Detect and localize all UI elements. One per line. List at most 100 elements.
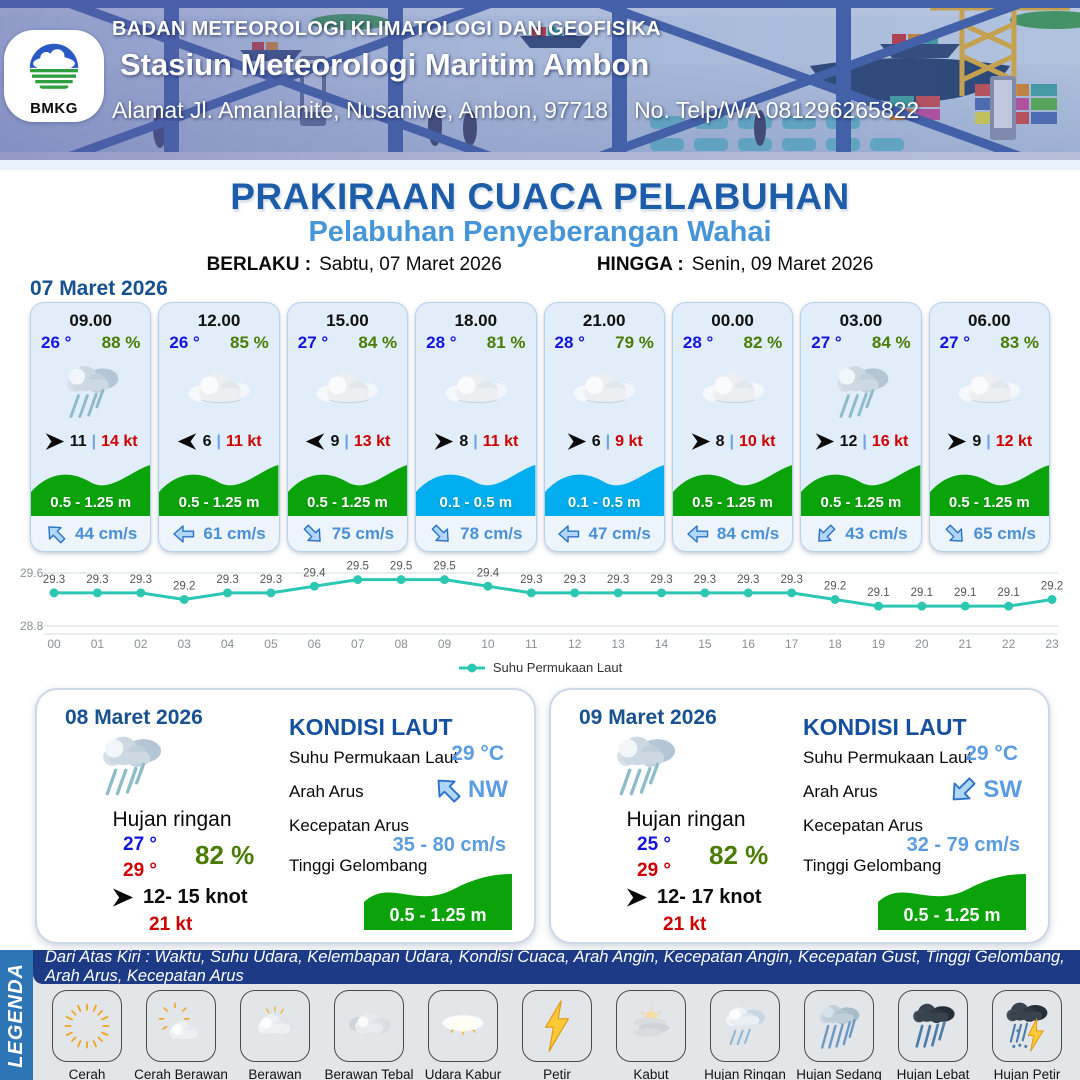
svg-text:29.1: 29.1 [911,587,933,599]
chart-legend-marker [458,663,485,672]
current-row: 65 cm/s [929,516,1049,551]
legend-item-label: Hujan Lebat [896,1067,970,1080]
current-row: 61 cm/s [159,516,279,551]
wind-direction-icon [177,431,198,452]
svg-text:29.4: 29.4 [303,567,326,579]
current-speed-value: 35 - 80 cm/s [392,834,506,856]
max-temperature: 29 ° [637,860,672,881]
current-direction-icon [686,522,710,546]
wave-height: 0.5 - 1.25 m [50,494,132,511]
wave-height-box: 0.5 - 1.25 m [364,870,512,930]
svg-text:29.3: 29.3 [564,574,586,586]
separator: | [729,432,735,450]
current-direction-label: Arah Arus [289,782,364,801]
legend-item-label: Hujan Sedang [796,1067,882,1080]
wind-row: 6 | 11 kt [159,431,278,452]
wave-height-band: 0.5 - 1.25 m [31,458,151,516]
current-row: 43 cm/s [801,516,921,551]
daily-weather-icon [585,724,703,808]
svg-text:15: 15 [698,637,712,651]
current-direction-text: NW [468,776,508,803]
legend-item: Hujan Ringan [698,990,792,1080]
weather-condition: Hujan ringan [112,808,232,831]
current-direction-icon [425,767,470,812]
wind-direction-icon [111,886,134,909]
svg-text:12: 12 [568,637,582,651]
svg-text:29.3: 29.3 [737,574,759,586]
separator: | [862,432,867,450]
svg-text:29.2: 29.2 [824,581,846,593]
svg-text:29.2: 29.2 [1041,581,1063,593]
current-row: 84 cm/s [672,516,793,551]
current-speed-value: 32 - 79 cm/s [906,834,1020,856]
air-temperature: 27 ° [297,333,329,352]
wave-shape [929,465,1049,516]
current-speed: 47 cm/s [588,523,651,543]
gust-speed: 21 kt [663,914,707,935]
wind-direction-icon [305,431,326,452]
wind-speed-range: 12- 15 knot [143,886,248,908]
wave-height: 0.1 - 0.5 m [567,494,641,511]
port-illustration [0,0,1080,160]
hourly-card: 00.00 28 ° 82 % 8 | 10 kt 0.5 - 1.25 m 84… [671,302,794,552]
legend-item-label: Hujan Petir [993,1067,1061,1080]
wave-height-value: 0.5 - 1.25 m [389,905,487,925]
current-direction-icon [39,517,73,551]
current-speed-label: Kecepatan Arus [803,816,924,835]
svg-text:29.3: 29.3 [86,574,108,586]
wave-shape [544,465,664,516]
forecast-date: 07 Maret 2026 [30,277,168,300]
kabut-icon [621,996,681,1056]
legend-icon-box [146,990,216,1062]
legend-icon-box [898,990,968,1062]
wave-shape [416,465,536,516]
legend-item-label: Kabut [633,1067,669,1080]
sst-value: 29 °C [965,742,1018,765]
current-direction-icon [809,517,843,551]
wave-shape [159,465,279,516]
wind-direction-icon [44,431,65,452]
daily-date: 08 Maret 2026 [65,706,203,729]
svg-text:19: 19 [872,637,886,651]
gust-speed: 10 kt [739,432,776,450]
current-speed: 43 cm/s [845,523,908,543]
svg-text:05: 05 [264,637,278,651]
hourly-card: 06.00 27 ° 83 % 9 | 12 kt 0.5 - 1.25 m 65… [928,302,1050,552]
humidity: 84 % [871,333,911,352]
hourly-card: 09.00 26 ° 88 % 11 | 14 kt 0.5 - 1.25 m 4… [30,302,152,552]
wave-height: 0.1 - 0.5 m [439,494,513,511]
current-speed-label: Kecepatan Arus [289,816,410,835]
weather-icon [562,355,646,429]
wind-speed: 8 [715,432,725,450]
legend-icon-box [992,990,1062,1062]
wind-speed: 6 [591,432,601,450]
wind-direction-icon [690,431,711,452]
svg-text:29.3: 29.3 [130,574,152,586]
udara-kabur-icon [433,996,493,1056]
legend-item: Berawan Tebal [322,990,416,1080]
validity-row: BERLAKU : Sabtu, 07 Maret 2026 HINGGA : Se… [0,254,1080,276]
wind-speed: 6 [202,432,212,450]
legend-icon-box [334,990,404,1062]
legend-item: Udara Kabur [416,990,510,1080]
svg-text:21: 21 [959,637,973,651]
air-temperature: 28 ° [682,333,714,352]
legend-item-label: Cerah Berawan [134,1067,228,1080]
header: BADAN METEOROLOGI KLIMATOLOGI DAN GEOFIS… [0,0,1080,160]
svg-text:04: 04 [221,637,235,651]
legend-item-label: Petir [543,1067,571,1080]
current-direction-icon [938,517,972,551]
wave-height-label: Tinggi Gelombang [289,856,428,875]
page-subtitle: Pelabuhan Penyeberangan Wahai [308,216,772,248]
gust-speed: 14 kt [101,432,138,450]
page-title: PRAKIRAAN CUACA PELABUHAN [230,176,850,217]
legend-icon-box [522,990,592,1062]
wind-row: 6 | 9 kt [545,431,664,452]
legend-icon-box [804,990,874,1062]
svg-text:28.8: 28.8 [20,619,44,633]
wind-row: 8 | 10 kt [673,431,792,452]
wind-speed: 8 [459,432,469,450]
forecast-time: 03.00 [839,311,883,330]
svg-text:10: 10 [481,637,495,651]
current-direction-label: Arah Arus [803,782,878,801]
